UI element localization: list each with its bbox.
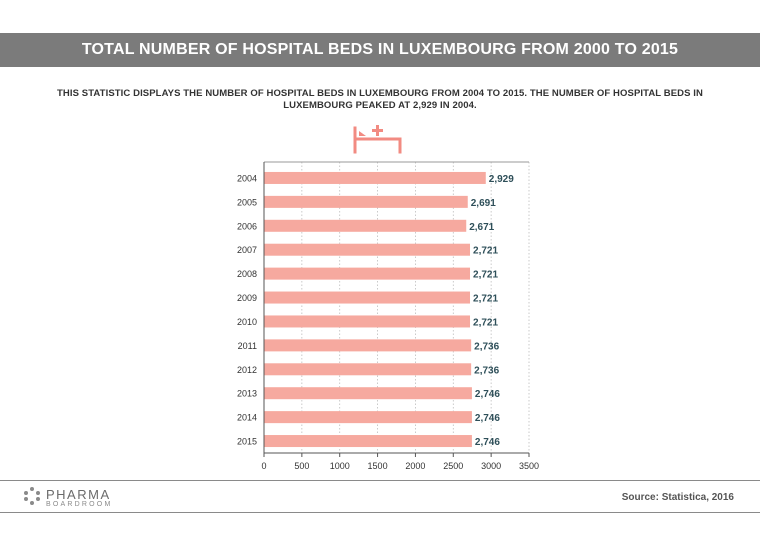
source-note: Source: Statistica, 2016 <box>621 492 734 503</box>
y-tick-label: 2014 <box>237 413 257 423</box>
footer-divider-top <box>0 480 760 481</box>
data-label: 2,721 <box>473 270 498 281</box>
logo-text-sub: BOARDROOM <box>46 501 113 508</box>
data-label: 2,736 <box>474 341 499 352</box>
y-tick-label: 2007 <box>237 245 257 255</box>
x-tick-label: 1500 <box>368 461 388 471</box>
y-tick-label: 2011 <box>238 341 257 351</box>
x-tick-label: 500 <box>294 461 309 471</box>
x-tick-label: 2500 <box>443 461 463 471</box>
y-tick-label: 2009 <box>237 293 257 303</box>
bar <box>264 291 471 304</box>
bar <box>264 315 471 328</box>
bar <box>264 267 471 280</box>
x-tick-label: 2000 <box>405 461 425 471</box>
logo-text-main: PHARMA <box>46 487 111 502</box>
y-tick-label: 2006 <box>237 221 257 231</box>
y-tick-label: 2015 <box>237 437 257 447</box>
x-tick-label: 0 <box>261 461 266 471</box>
y-tick-label: 2010 <box>237 317 257 327</box>
y-tick-label: 2013 <box>237 389 257 399</box>
data-label: 2,736 <box>474 365 499 376</box>
y-tick-label: 2012 <box>237 365 257 375</box>
data-label: 2,691 <box>471 198 496 209</box>
footer-divider-bottom <box>0 512 760 513</box>
data-label: 2,746 <box>475 437 500 448</box>
bar <box>264 411 472 424</box>
y-tick-label: 2004 <box>237 173 257 183</box>
pharma-boardroom-logo-icon <box>24 487 40 505</box>
bar <box>264 387 472 400</box>
bar <box>264 219 467 232</box>
data-label: 2,746 <box>475 389 500 400</box>
x-tick-label: 3000 <box>481 461 501 471</box>
data-label: 2,746 <box>475 413 500 424</box>
data-label: 2,721 <box>473 246 498 257</box>
chart-subtitle: THIS STATISTIC DISPLAYS THE NUMBER OF HO… <box>57 88 703 111</box>
bar <box>264 339 472 352</box>
data-label: 2,721 <box>473 294 498 305</box>
bar <box>264 243 471 256</box>
x-tick-label: 3500 <box>519 461 539 471</box>
bar <box>264 195 468 208</box>
data-label: 2,671 <box>469 222 494 233</box>
y-tick-label: 2008 <box>237 269 257 279</box>
bar <box>264 363 472 376</box>
bar <box>264 171 486 184</box>
data-label: 2,721 <box>473 317 498 328</box>
x-tick-label: 1000 <box>330 461 350 471</box>
bar <box>264 435 472 448</box>
y-tick-label: 2005 <box>237 197 257 207</box>
data-label: 2,929 <box>489 174 514 185</box>
hospital-bed-icon <box>353 125 402 154</box>
chart-title: TOTAL NUMBER OF HOSPITAL BEDS IN LUXEMBO… <box>0 33 760 67</box>
